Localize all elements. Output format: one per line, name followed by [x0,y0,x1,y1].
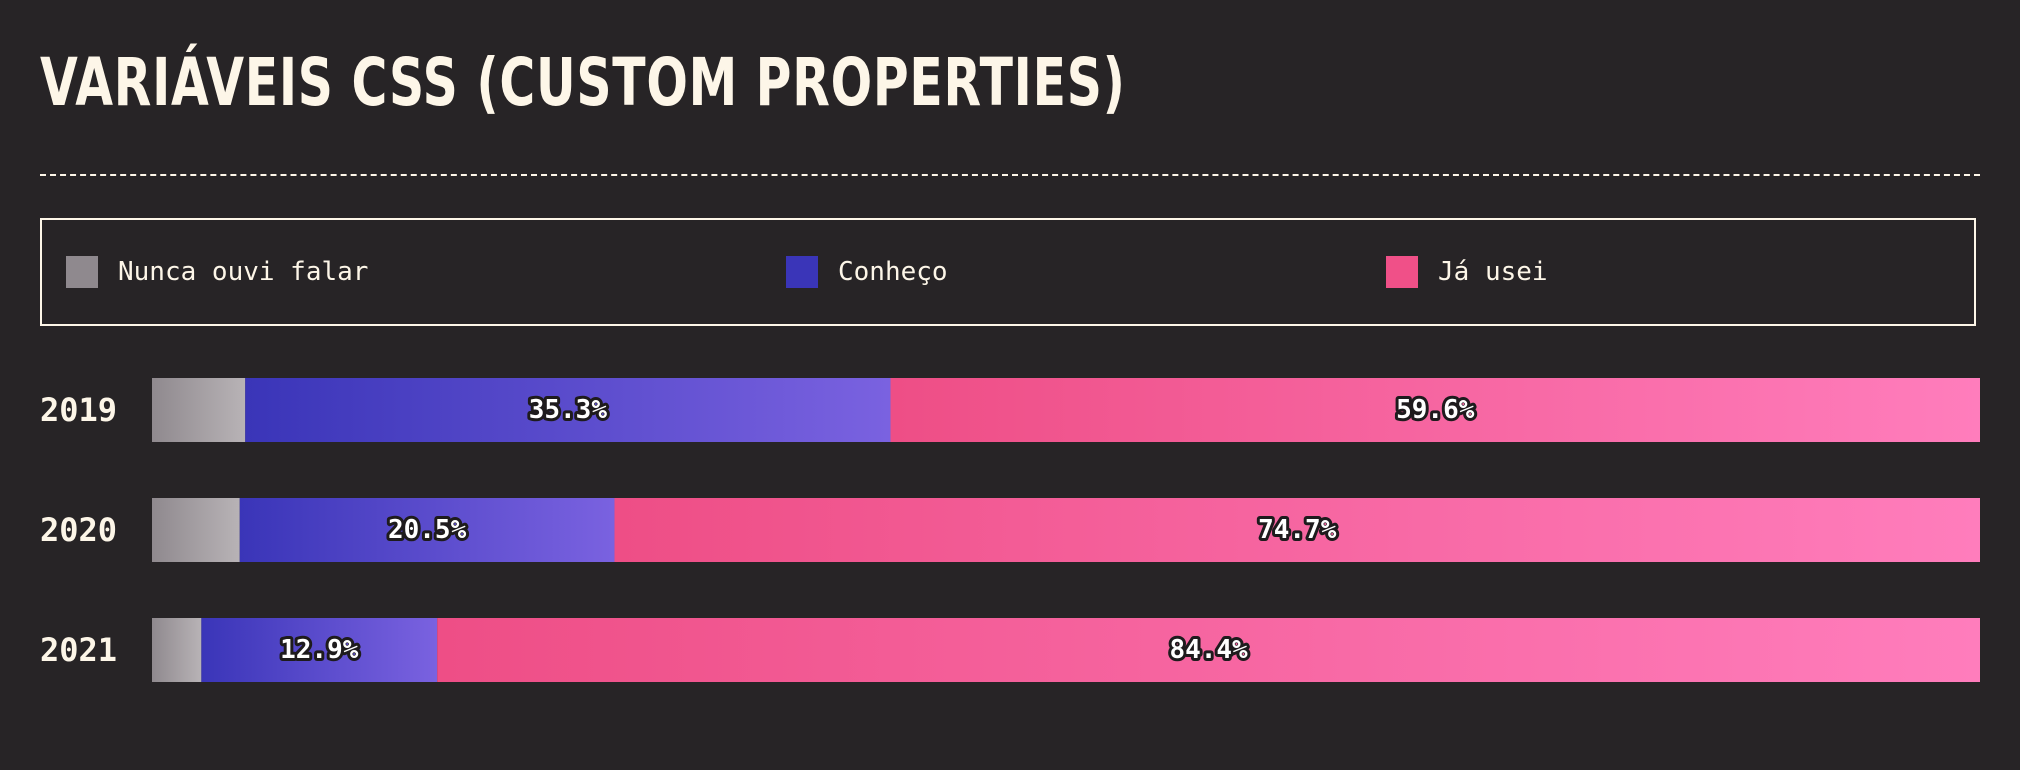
year-label-2021: 2021 [40,631,117,669]
title-divider [40,174,1980,176]
page-title: VARIÁVEIS CSS (CUSTOM PROPERTIES) [40,44,1126,121]
value-label-used-2019: 59.6% [1396,395,1475,425]
value-label-know-2019: 35.3% [529,395,608,425]
bar-segment-never-heard-2020[interactable] [152,498,240,562]
legend-label-never-heard: Nunca ouvi falar [118,257,369,287]
year-label-2019: 2019 [40,391,117,429]
legend-swatch-never-heard [66,256,98,288]
bar-segment-used-2020[interactable] [614,498,1980,562]
bar-segment-know-2021[interactable] [201,618,438,682]
bar-segment-know-2019[interactable] [245,378,891,442]
legend-item-used[interactable]: Já usei [1386,220,1548,324]
value-label-used-2020: 74.7% [1258,515,1337,545]
legend-item-never-heard[interactable]: Nunca ouvi falar [66,220,368,324]
legend-item-know[interactable]: Conheço [786,220,948,324]
legend-label-know: Conheço [838,257,948,287]
bar-segment-know-2020[interactable] [239,498,615,562]
bar-segment-never-heard-2021[interactable] [152,618,202,682]
bar-segment-never-heard-2019[interactable] [152,378,246,442]
value-label-know-2020: 20.5% [388,515,467,545]
legend-swatch-used [1386,256,1418,288]
chart-legend: Nunca ouvi falar Conheço Já usei [40,218,1976,326]
bar-segment-used-2019[interactable] [890,378,1981,442]
legend-label-used: Já usei [1438,257,1548,287]
value-label-know-2021: 12.9% [280,635,359,665]
year-label-2020: 2020 [40,511,117,549]
value-label-used-2021: 84.4% [1169,635,1248,665]
bar-segment-used-2021[interactable] [437,618,1981,682]
legend-swatch-know [786,256,818,288]
